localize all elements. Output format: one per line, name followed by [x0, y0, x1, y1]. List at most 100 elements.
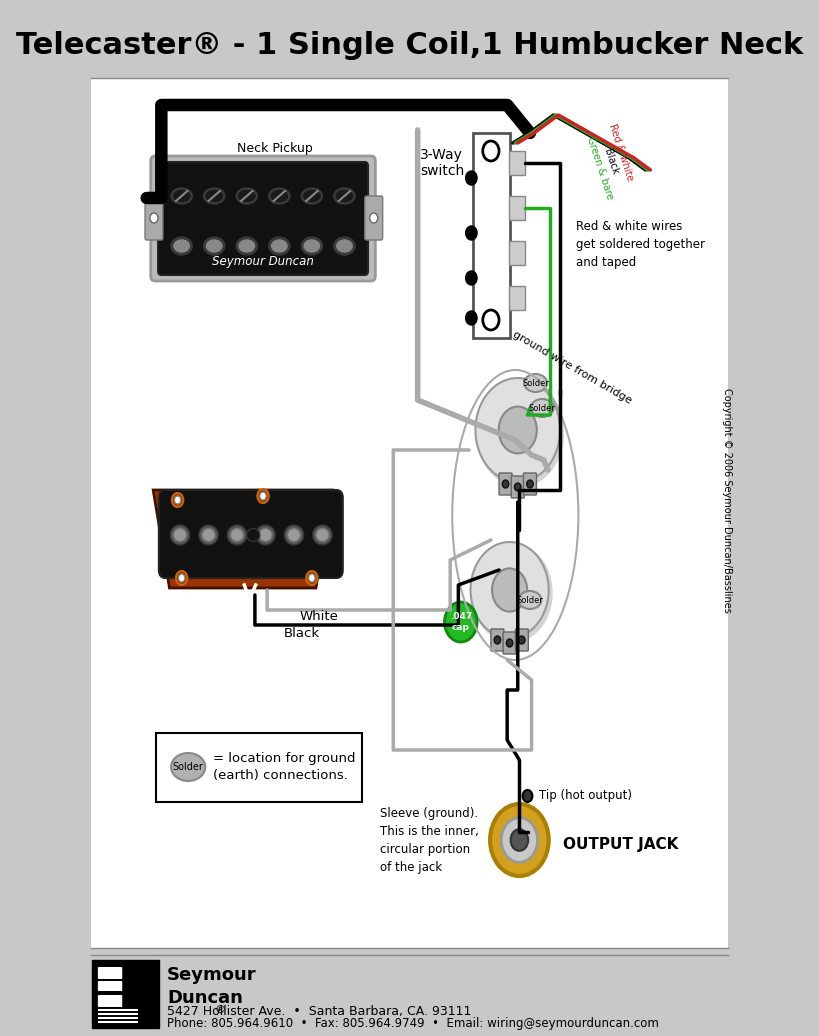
Text: Black: Black [283, 627, 319, 640]
Ellipse shape [206, 240, 222, 252]
Polygon shape [153, 490, 333, 588]
Circle shape [501, 817, 537, 862]
Circle shape [494, 636, 500, 644]
Text: = location for ground
(earth) connections.: = location for ground (earth) connection… [213, 752, 355, 782]
Ellipse shape [170, 525, 190, 545]
Ellipse shape [204, 237, 224, 255]
Ellipse shape [199, 525, 219, 545]
FancyBboxPatch shape [156, 733, 362, 802]
Ellipse shape [174, 240, 189, 252]
Ellipse shape [531, 399, 554, 418]
Ellipse shape [301, 237, 323, 255]
FancyBboxPatch shape [511, 476, 524, 498]
FancyBboxPatch shape [93, 960, 159, 1028]
Circle shape [523, 790, 532, 802]
Ellipse shape [272, 240, 287, 252]
Ellipse shape [171, 753, 206, 781]
Ellipse shape [247, 528, 260, 542]
Circle shape [514, 483, 521, 491]
Circle shape [260, 492, 266, 500]
Ellipse shape [202, 528, 215, 542]
Text: Solder: Solder [529, 403, 555, 412]
Text: Seymour Duncan: Seymour Duncan [212, 255, 314, 267]
Text: 3-Way
switch: 3-Way switch [420, 148, 464, 178]
Circle shape [482, 310, 499, 330]
Text: .047
cap: .047 cap [450, 612, 472, 632]
Circle shape [466, 226, 477, 240]
Ellipse shape [171, 237, 192, 255]
Circle shape [502, 480, 509, 488]
Ellipse shape [174, 191, 190, 201]
Ellipse shape [524, 374, 547, 392]
Ellipse shape [304, 191, 320, 201]
Ellipse shape [204, 188, 224, 204]
Ellipse shape [287, 528, 301, 542]
Ellipse shape [269, 188, 290, 204]
FancyBboxPatch shape [509, 151, 525, 175]
Circle shape [445, 602, 477, 642]
FancyBboxPatch shape [515, 629, 528, 651]
FancyBboxPatch shape [145, 196, 163, 240]
FancyBboxPatch shape [503, 632, 516, 654]
FancyBboxPatch shape [97, 995, 122, 1007]
Text: Solder: Solder [523, 378, 549, 387]
Circle shape [466, 271, 477, 285]
Text: Phone: 805.964.9610  •  Fax: 805.964.9749  •  Email: wiring@seymourduncan.com: Phone: 805.964.9610 • Fax: 805.964.9749 … [167, 1016, 659, 1030]
Ellipse shape [313, 525, 333, 545]
FancyBboxPatch shape [158, 162, 368, 275]
Circle shape [527, 480, 533, 488]
Text: 5427 Hollister Ave.  •  Santa Barbara, CA. 93111: 5427 Hollister Ave. • Santa Barbara, CA.… [167, 1006, 472, 1018]
Circle shape [306, 571, 318, 585]
Text: Seymour: Seymour [167, 966, 256, 984]
Text: Duncan: Duncan [167, 989, 243, 1007]
Text: Sleeve (ground).
This is the inner,
circular portion
of the jack: Sleeve (ground). This is the inner, circ… [380, 806, 479, 873]
Circle shape [518, 636, 525, 644]
FancyBboxPatch shape [97, 981, 122, 991]
Text: Solder: Solder [173, 762, 204, 772]
FancyBboxPatch shape [97, 967, 122, 979]
Circle shape [490, 804, 549, 876]
Circle shape [476, 379, 564, 487]
Circle shape [482, 141, 499, 161]
Ellipse shape [256, 525, 275, 545]
FancyBboxPatch shape [509, 241, 525, 265]
Ellipse shape [337, 191, 352, 201]
Circle shape [309, 574, 315, 582]
Circle shape [506, 639, 513, 648]
Circle shape [466, 171, 477, 185]
Circle shape [257, 489, 269, 503]
Ellipse shape [171, 188, 192, 204]
Circle shape [472, 543, 553, 643]
FancyBboxPatch shape [509, 286, 525, 310]
Ellipse shape [284, 525, 304, 545]
Ellipse shape [271, 191, 287, 201]
Ellipse shape [238, 191, 255, 201]
FancyBboxPatch shape [509, 196, 525, 220]
Circle shape [369, 213, 378, 223]
FancyBboxPatch shape [499, 473, 512, 495]
Ellipse shape [227, 525, 247, 545]
Circle shape [466, 311, 477, 325]
Text: OUTPUT JACK: OUTPUT JACK [563, 837, 679, 853]
Text: Neck Pickup: Neck Pickup [238, 142, 313, 154]
Text: Telecaster® - 1 Single Coil,1 Humbucker Neck: Telecaster® - 1 Single Coil,1 Humbucker … [16, 30, 803, 59]
Circle shape [150, 213, 158, 223]
Text: ®: ® [215, 1005, 225, 1015]
Circle shape [476, 378, 560, 482]
Circle shape [510, 829, 528, 851]
Circle shape [176, 571, 188, 585]
Circle shape [179, 574, 185, 582]
FancyBboxPatch shape [151, 156, 375, 281]
Ellipse shape [206, 191, 222, 201]
FancyBboxPatch shape [159, 490, 343, 578]
Text: Copyright © 2006 Seymour Duncan/Basslines: Copyright © 2006 Seymour Duncan/Bassline… [722, 387, 732, 612]
Text: Red & white: Red & white [607, 122, 635, 181]
Text: Solder: Solder [517, 596, 543, 604]
Ellipse shape [316, 528, 329, 542]
FancyBboxPatch shape [364, 196, 382, 240]
Ellipse shape [518, 591, 541, 609]
Circle shape [471, 542, 549, 638]
Ellipse shape [236, 188, 257, 204]
FancyBboxPatch shape [491, 629, 504, 651]
Ellipse shape [269, 237, 290, 255]
